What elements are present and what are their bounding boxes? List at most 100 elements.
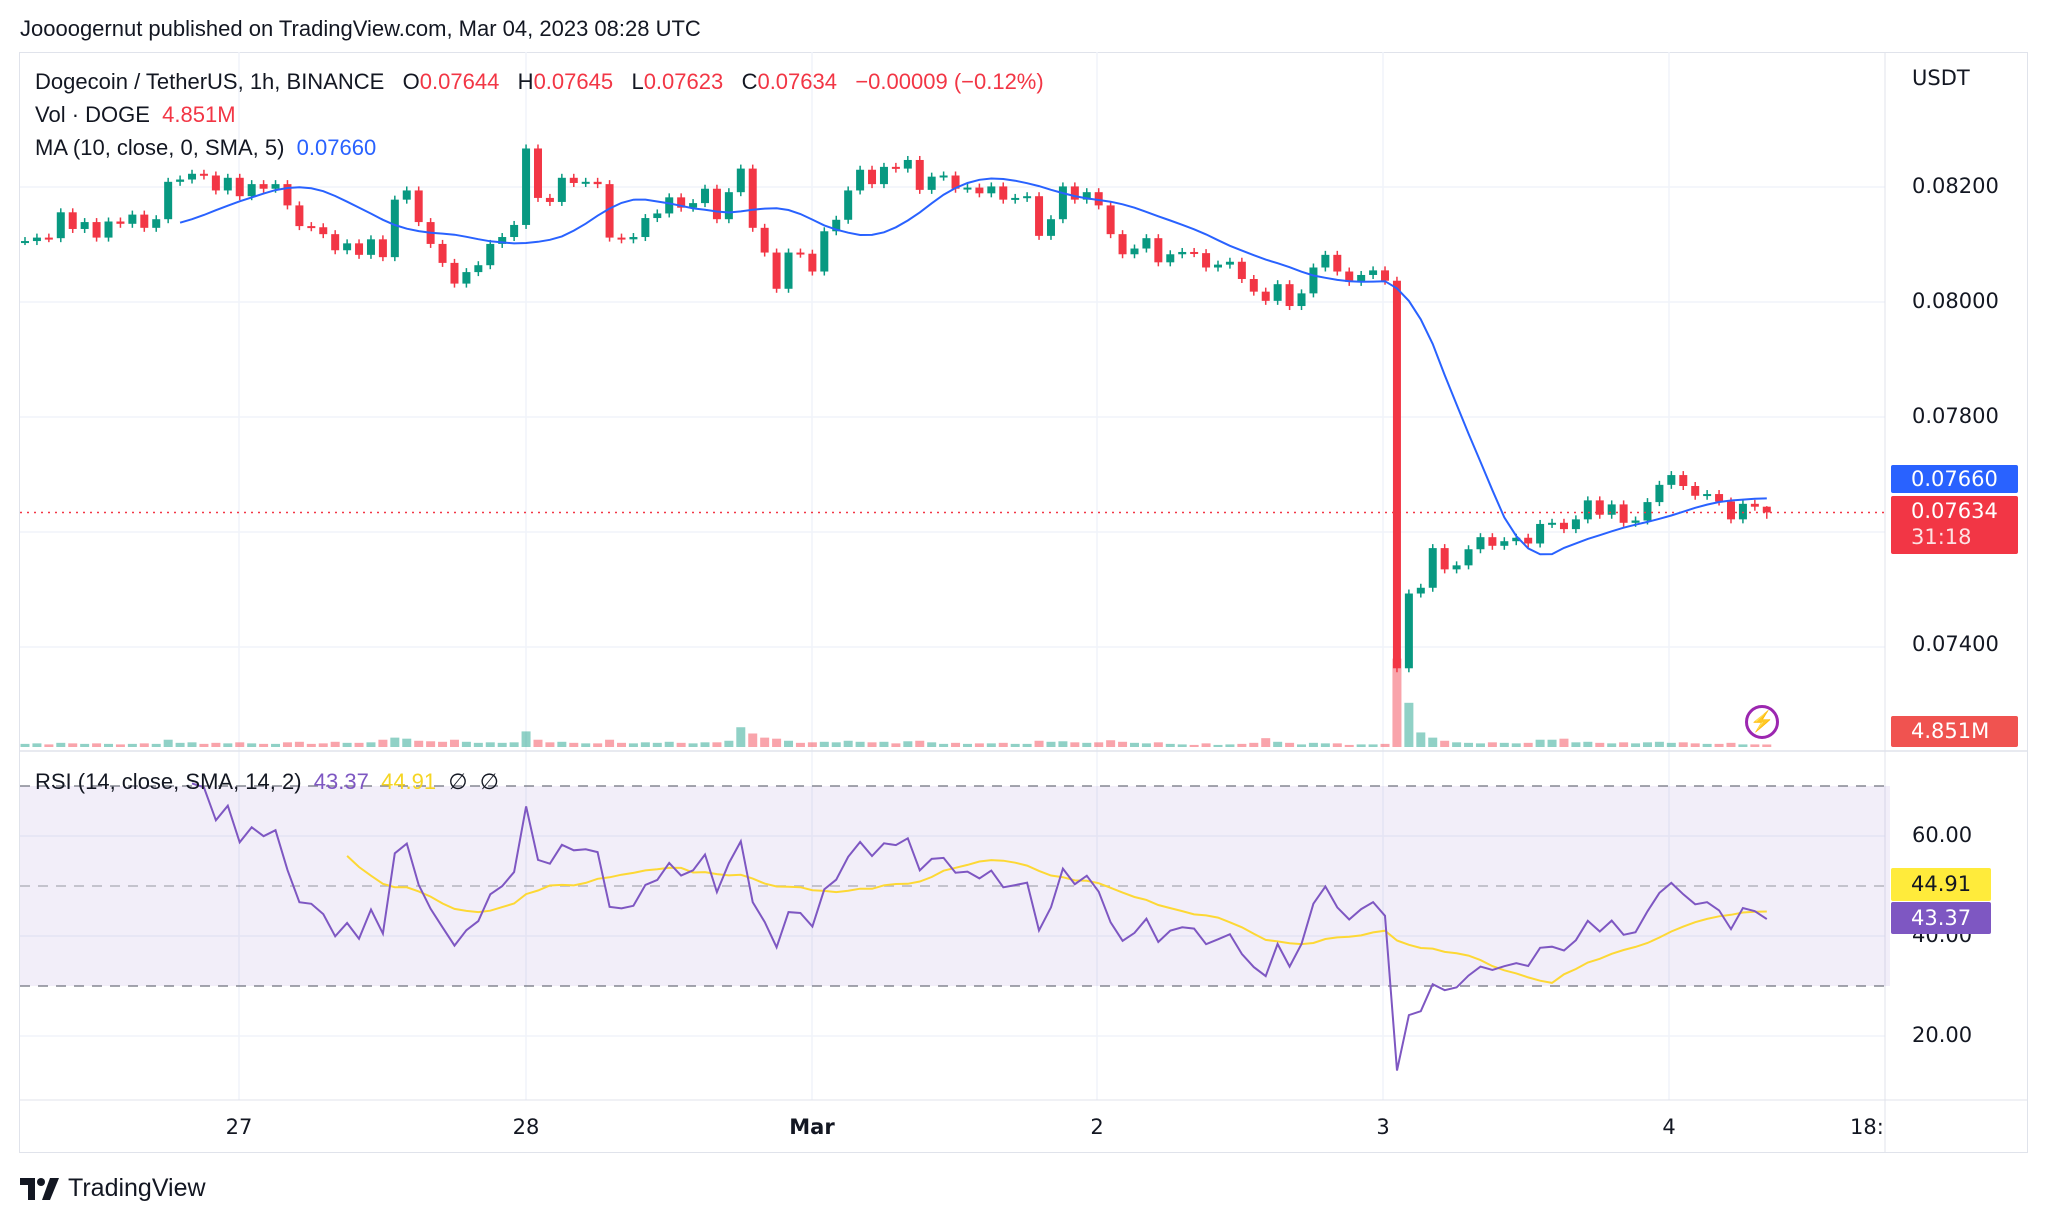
volume-bar	[1452, 742, 1462, 747]
volume-bar	[414, 740, 424, 747]
volume-bar	[1141, 743, 1151, 747]
volume-bar	[1249, 742, 1259, 747]
candle-body	[1428, 548, 1437, 588]
candle-body	[701, 188, 710, 204]
currency-label: USDT	[1912, 66, 1970, 90]
ma-legend[interactable]: MA (10, close, 0, SMA, 5) 0.07660	[35, 135, 376, 161]
candle-body	[235, 177, 244, 197]
candle-body	[1369, 270, 1378, 275]
candle-body	[915, 159, 924, 190]
volume-bar	[1535, 739, 1545, 747]
candle-body	[188, 173, 197, 180]
change-value: −0.00009 (−0.12%)	[855, 69, 1044, 94]
volume-bars	[20, 658, 1772, 747]
candle-body	[223, 177, 232, 191]
volume-bar	[605, 739, 615, 747]
volume-bar	[318, 743, 328, 747]
volume-bar	[569, 742, 579, 747]
volume-bar	[68, 743, 78, 747]
volume-bar	[724, 740, 734, 747]
candle-body	[140, 214, 149, 228]
time-tick: Mar	[789, 1115, 835, 1139]
candle-body	[1214, 264, 1222, 268]
candle-body	[1225, 261, 1234, 265]
volume-bar	[1738, 744, 1748, 747]
candle-body	[355, 243, 364, 255]
candle-body	[796, 252, 805, 255]
volume-bar	[1010, 743, 1020, 747]
volume-bar	[271, 743, 281, 747]
volume-bar	[962, 743, 972, 747]
volume-bar	[1129, 742, 1139, 747]
candle-body	[199, 173, 208, 176]
price-tick: 0.08000	[1912, 289, 1999, 313]
candle-body	[44, 237, 53, 240]
high-value: 0.07645	[533, 69, 614, 94]
candle-body	[808, 253, 817, 272]
time-tick: 27	[225, 1115, 253, 1139]
volume-bar	[187, 742, 197, 747]
candle-body	[1726, 501, 1735, 520]
volume-bar	[56, 742, 66, 747]
candle-body	[1703, 494, 1712, 497]
candle-body	[724, 192, 733, 220]
candle-body	[1392, 280, 1401, 669]
candle-body	[641, 218, 650, 238]
volume-bar	[1225, 744, 1235, 747]
volume-bar	[879, 741, 889, 747]
candle-body	[557, 177, 566, 202]
volume-bar	[139, 743, 149, 747]
volume-bar	[20, 743, 30, 747]
volume-bar	[1273, 741, 1283, 747]
volume-bar	[44, 744, 54, 747]
candle-body	[1142, 238, 1151, 249]
candle-body	[331, 234, 340, 251]
volume-bar	[640, 742, 650, 747]
volume-bar	[115, 744, 125, 747]
volume-label: Vol · DOGE	[35, 102, 150, 127]
candle-body	[92, 222, 101, 238]
candle-body	[1154, 238, 1163, 263]
volume-bar	[581, 743, 591, 747]
candle-body	[1202, 253, 1211, 268]
time-tick: 28	[512, 1115, 540, 1139]
candle-body	[80, 222, 89, 229]
bar-countdown: 31:18	[1911, 525, 1972, 549]
volume-legend[interactable]: Vol · DOGE 4.851M	[35, 102, 236, 128]
volume-bar	[1619, 742, 1629, 747]
candle-body	[450, 262, 459, 284]
volume-bar	[1177, 744, 1187, 747]
rsi-legend[interactable]: RSI (14, close, SMA, 14, 2) 43.37 44.91 …	[35, 769, 499, 795]
volume-bar	[104, 743, 114, 747]
candle-body	[987, 186, 996, 194]
volume-bar	[831, 742, 841, 747]
candle-body	[545, 197, 554, 202]
close-value: 0.07634	[757, 69, 837, 94]
candle-body	[784, 252, 793, 289]
low-value: 0.07623	[643, 69, 724, 94]
candle-body	[1082, 192, 1091, 200]
volume-bar	[1022, 743, 1032, 747]
volume-bar	[1118, 741, 1128, 747]
candle-body	[295, 205, 304, 227]
volume-bar	[1094, 742, 1104, 747]
volume-bar	[1106, 740, 1116, 747]
volume-bar	[32, 743, 42, 747]
lightning-icon[interactable]: ⚡	[1745, 705, 1779, 739]
volume-bar	[497, 742, 507, 747]
candle-body	[1046, 219, 1055, 236]
candle-body	[498, 237, 507, 244]
volume-bar	[426, 741, 436, 747]
volume-bar	[843, 740, 853, 747]
candle-body	[283, 184, 292, 206]
open-value: 0.07644	[419, 69, 500, 94]
brand-name: TradingView	[68, 1174, 206, 1202]
candle-body	[939, 175, 948, 178]
volume-bar	[1607, 743, 1617, 747]
symbol-legend[interactable]: Dogecoin / TetherUS, 1h, BINANCE O0.0764…	[35, 69, 1044, 95]
volume-bar	[235, 742, 245, 747]
volume-bar	[819, 741, 829, 747]
candle-body	[581, 181, 590, 184]
volume-bar	[1285, 742, 1295, 747]
